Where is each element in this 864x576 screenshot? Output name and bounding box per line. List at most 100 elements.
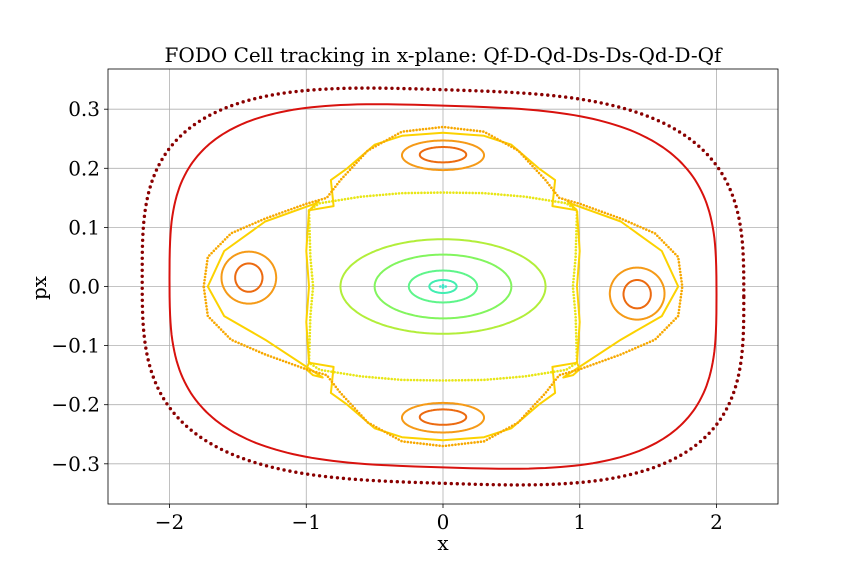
series-group <box>140 86 746 487</box>
data-point <box>309 255 312 258</box>
data-point <box>219 328 223 331</box>
data-point <box>678 267 682 270</box>
data-point <box>432 191 436 194</box>
data-point <box>738 367 742 371</box>
data-point <box>140 310 145 314</box>
data-point <box>582 203 586 207</box>
data-point <box>237 341 240 345</box>
data-point <box>312 369 315 373</box>
data-point <box>546 371 550 374</box>
data-point <box>634 471 639 475</box>
data-point <box>349 373 352 376</box>
data-point <box>264 94 269 98</box>
data-point <box>707 431 711 435</box>
data-point <box>592 362 595 366</box>
data-point <box>263 353 267 356</box>
data-point <box>257 350 261 354</box>
data-point <box>515 483 519 487</box>
data-point <box>552 188 555 192</box>
data-point <box>516 194 519 198</box>
data-point <box>657 463 661 468</box>
data-point <box>605 102 609 106</box>
series-line <box>562 200 680 379</box>
data-point <box>353 196 356 199</box>
data-point <box>521 375 525 378</box>
data-point <box>416 191 420 195</box>
data-point <box>646 467 650 472</box>
data-point <box>479 482 483 487</box>
data-point <box>574 258 577 262</box>
data-point <box>634 110 638 114</box>
data-point <box>651 339 655 342</box>
data-point <box>243 344 246 347</box>
data-point <box>595 361 598 365</box>
data-point <box>526 160 530 163</box>
data-point <box>525 412 528 415</box>
data-point <box>379 141 383 145</box>
data-point <box>741 270 746 274</box>
data-point <box>473 482 477 486</box>
data-point <box>464 191 468 195</box>
data-point <box>720 171 724 176</box>
data-point <box>140 298 145 302</box>
data-point <box>342 86 346 91</box>
data-point <box>508 376 512 379</box>
data-point <box>499 430 503 434</box>
data-point <box>601 359 604 363</box>
data-point <box>544 178 547 182</box>
data-point <box>575 341 578 345</box>
data-point <box>718 417 723 421</box>
data-point <box>665 326 669 329</box>
data-point <box>205 266 208 269</box>
data-point <box>546 181 549 184</box>
data-point <box>272 214 275 217</box>
data-point <box>330 380 334 384</box>
data-point <box>422 378 425 382</box>
data-point <box>591 207 595 210</box>
series-3 <box>373 253 513 320</box>
data-point <box>281 359 285 363</box>
data-point <box>281 211 284 214</box>
data-point <box>741 331 746 336</box>
data-point <box>475 129 479 133</box>
data-point <box>219 242 222 246</box>
data-point <box>324 200 328 204</box>
data-point <box>733 385 738 389</box>
data-point <box>296 365 300 368</box>
data-point <box>470 378 473 382</box>
data-point <box>160 157 164 162</box>
data-point <box>152 173 156 178</box>
data-point <box>241 100 245 104</box>
data-point <box>742 276 746 280</box>
y-tick-label: 0.0 <box>68 275 100 299</box>
data-point <box>738 222 742 226</box>
data-point <box>140 238 145 242</box>
data-point <box>455 482 459 486</box>
data-point <box>258 95 263 100</box>
data-point <box>356 195 359 199</box>
data-point <box>510 90 514 95</box>
data-point <box>574 236 578 239</box>
data-point <box>407 191 410 195</box>
data-point <box>336 371 340 374</box>
data-point <box>624 219 628 222</box>
data-point <box>618 216 622 220</box>
data-point <box>308 369 312 372</box>
data-point <box>383 430 387 434</box>
data-point <box>422 442 425 446</box>
data-point <box>537 372 540 376</box>
data-point <box>219 447 224 452</box>
data-point <box>571 284 575 287</box>
data-point <box>334 385 338 389</box>
data-point <box>204 438 208 443</box>
data-point <box>287 208 290 212</box>
data-point <box>415 128 418 132</box>
data-point <box>621 218 625 221</box>
data-point <box>482 130 485 133</box>
data-point <box>741 325 746 330</box>
data-point <box>573 268 576 271</box>
data-point <box>339 177 343 181</box>
data-point <box>363 152 367 155</box>
data-point <box>309 312 312 316</box>
data-point <box>639 112 644 116</box>
